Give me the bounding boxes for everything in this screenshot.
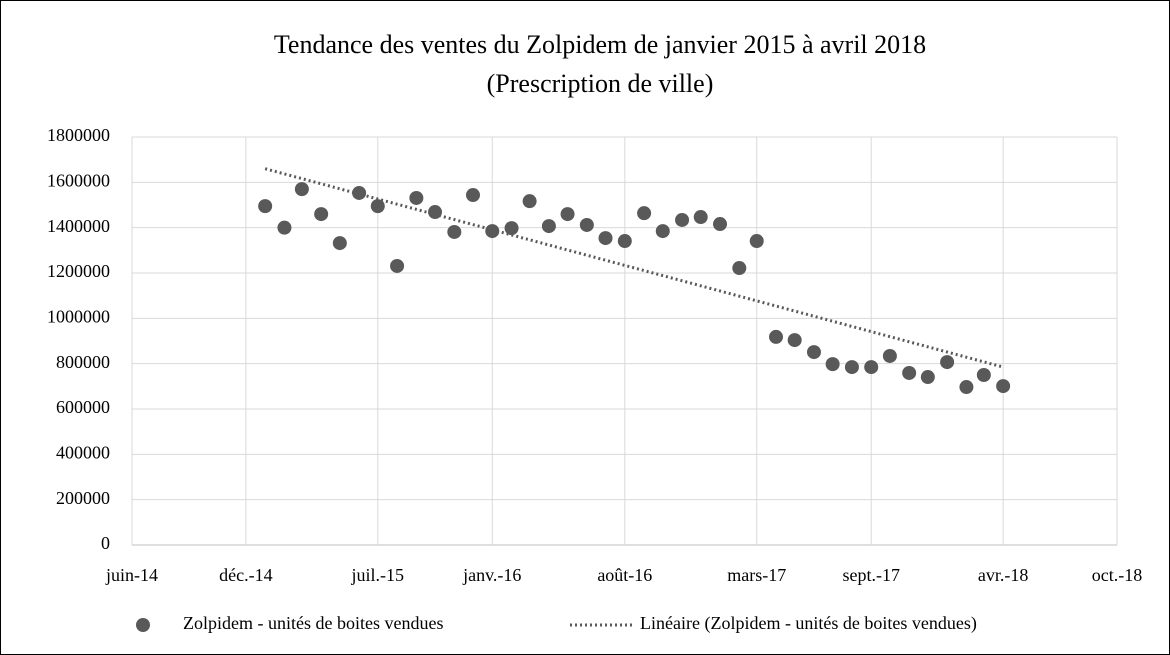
x-tick-label: sept.-17: [842, 565, 900, 585]
data-point: [409, 190, 424, 205]
y-tick-label: 1000000: [47, 306, 110, 326]
data-point: [579, 217, 594, 232]
data-point: [277, 220, 292, 235]
data-point: [940, 355, 955, 370]
y-tick-label: 200000: [56, 488, 110, 508]
data-point: [806, 345, 821, 360]
y-tick-label: 400000: [56, 442, 110, 462]
chart-subtitle: (Prescription de ville): [487, 69, 714, 98]
data-point: [428, 205, 443, 220]
data-point: [541, 219, 556, 234]
data-point: [294, 182, 309, 197]
x-tick-label: déc.-14: [219, 565, 272, 585]
y-tick-label: 600000: [56, 397, 110, 417]
trend-line: [264, 167, 1004, 369]
data-point: [825, 357, 840, 372]
legend-marker: [136, 618, 150, 632]
x-tick-label: mars-17: [727, 565, 786, 585]
y-tick-label: 1800000: [47, 125, 110, 145]
y-tick-label: 1200000: [47, 261, 110, 281]
data-point: [769, 329, 784, 344]
data-point: [693, 210, 708, 225]
y-tick-label: 1600000: [47, 170, 110, 190]
data-point: [598, 231, 613, 246]
data-point: [675, 212, 690, 227]
data-point: [844, 360, 859, 375]
data-point: [560, 207, 575, 222]
data-point: [959, 380, 974, 395]
data-point: [447, 224, 462, 239]
chart-title: Tendance des ventes du Zolpidem de janvi…: [274, 30, 926, 59]
data-point: [522, 194, 537, 209]
data-point: [864, 360, 879, 375]
data-point: [996, 379, 1011, 394]
data-point: [465, 188, 480, 203]
data-point: [314, 207, 329, 222]
legend-label: Zolpidem - unités de boites vendues: [183, 613, 443, 633]
legend-label: Linéaire (Zolpidem - unités de boites ve…: [640, 613, 977, 634]
x-tick-label: janv.-16: [462, 565, 521, 585]
data-point: [637, 206, 652, 221]
x-tick-label: juil.-15: [351, 565, 405, 585]
x-tick-label: avr.-18: [978, 565, 1028, 585]
data-point: [920, 370, 935, 385]
data-point: [352, 185, 367, 200]
x-tick-label: oct.-18: [1092, 565, 1142, 585]
data-point: [390, 258, 405, 273]
data-point: [655, 224, 670, 239]
x-tick-label: juin-14: [105, 565, 158, 585]
y-tick-label: 800000: [56, 352, 110, 372]
data-point: [749, 234, 764, 249]
data-point: [713, 217, 728, 232]
data-point: [787, 333, 802, 348]
data-point: [902, 365, 917, 380]
y-tick-label: 1400000: [47, 216, 110, 236]
data-point: [504, 221, 519, 236]
data-point: [882, 348, 897, 363]
data-point: [976, 368, 991, 382]
data-point: [617, 234, 632, 249]
data-point: [370, 199, 385, 214]
data-point: [332, 236, 347, 251]
data-point: [258, 199, 273, 214]
data-point: [732, 261, 747, 276]
x-tick-label: août-16: [597, 565, 652, 585]
y-tick-label: 0: [101, 533, 110, 553]
